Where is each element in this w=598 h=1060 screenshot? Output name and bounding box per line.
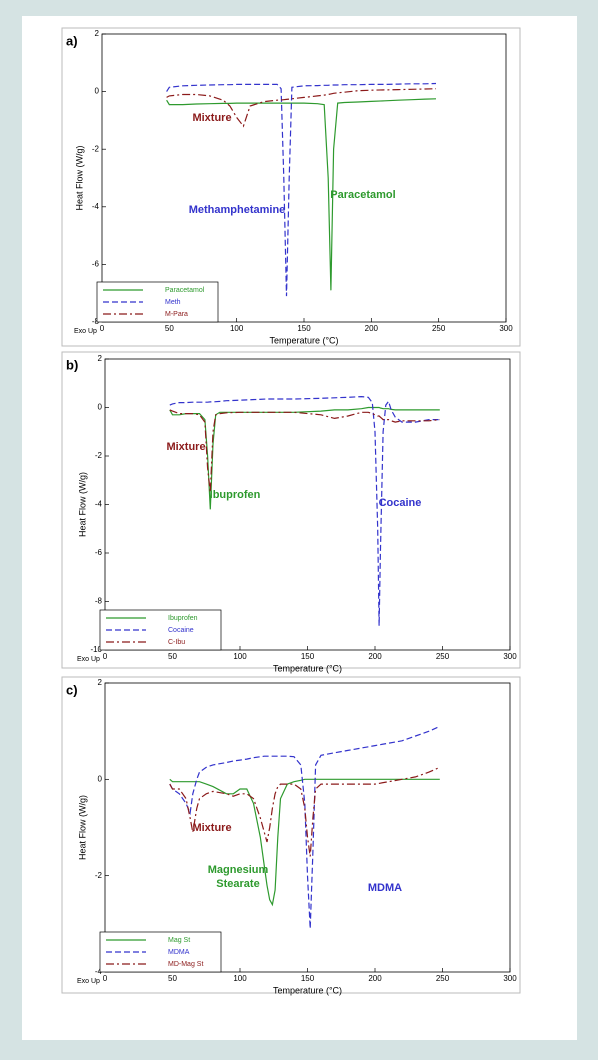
annotation: Paracetamol: [330, 189, 395, 201]
series-line: [169, 395, 440, 626]
y-tick-label: -6: [92, 260, 100, 269]
x-axis-label: Temperature (°C): [269, 335, 338, 345]
x-tick-label: 150: [301, 652, 315, 661]
x-tick-label: 50: [168, 652, 177, 661]
legend-label: Mag St: [168, 937, 190, 944]
exo-note: Exo Up: [77, 978, 100, 985]
legend-label: C-Ibu: [168, 639, 185, 646]
y-axis-label: Heat Flow (W/g): [77, 472, 87, 537]
x-tick-label: 150: [297, 324, 311, 333]
y-tick-label: -6: [95, 548, 103, 557]
x-tick-label: 300: [503, 974, 517, 983]
series-line: [169, 778, 440, 907]
legend-label: MDMA: [168, 949, 190, 956]
series-line: [166, 98, 437, 291]
series-line: [169, 409, 440, 493]
exo-note: Exo Up: [77, 656, 100, 663]
x-tick-label: 0: [103, 652, 108, 661]
legend-label: MD-Mag St: [168, 961, 203, 968]
series-line: [169, 766, 441, 857]
y-tick-label: -4: [95, 967, 103, 976]
x-tick-label: 200: [368, 974, 382, 983]
x-tick-label: 200: [365, 324, 379, 333]
y-tick-label: -4: [95, 500, 103, 509]
x-tick-label: 0: [100, 324, 105, 333]
annotation: MDMA: [368, 882, 402, 894]
legend-label: Meth: [165, 299, 181, 306]
legend-label: M-Para: [165, 311, 188, 318]
x-tick-label: 0: [103, 974, 108, 983]
x-tick-label: 150: [301, 974, 315, 983]
panel-label: c): [66, 682, 78, 697]
y-tick-label: -2: [95, 451, 103, 460]
y-tick-label: 0: [98, 403, 103, 412]
x-tick-label: 100: [230, 324, 244, 333]
annotation: Magnesium: [208, 864, 269, 876]
y-tick-label: 2: [95, 29, 100, 38]
y-axis-label: Heat Flow (W/g): [74, 145, 84, 210]
annotation: Mixture: [192, 112, 231, 124]
annotation: Mixture: [166, 441, 205, 453]
legend-label: Ibuprofen: [168, 615, 198, 622]
x-tick-label: 250: [436, 974, 450, 983]
exo-note: Exo Up: [74, 328, 97, 335]
legend-label: Cocaine: [168, 627, 194, 634]
y-tick-label: -8: [95, 597, 103, 606]
x-axis-label: Temperature (°C): [273, 663, 342, 673]
series-line: [166, 82, 437, 297]
x-tick-label: 250: [436, 652, 450, 661]
annotation: Ibuprofen: [210, 489, 261, 501]
x-tick-label: 100: [233, 974, 247, 983]
annotation: Mixture: [192, 822, 231, 834]
x-tick-label: 50: [165, 324, 174, 333]
series-line: [166, 88, 437, 128]
x-tick-label: 250: [432, 324, 446, 333]
y-tick-label: 2: [98, 678, 103, 687]
panel-label: b): [66, 357, 78, 372]
y-axis-label: Heat Flow (W/g): [77, 795, 87, 860]
y-tick-label: 2: [98, 354, 103, 363]
x-tick-label: 50: [168, 974, 177, 983]
x-tick-label: 300: [499, 324, 513, 333]
panel-label: a): [66, 33, 78, 48]
series-line: [169, 725, 441, 929]
x-axis-label: Temperature (°C): [273, 985, 342, 995]
y-tick-label: -2: [95, 871, 103, 880]
y-tick-label: -2: [92, 144, 100, 153]
annotation: Methamphetamine: [189, 204, 286, 216]
y-tick-label: 0: [95, 87, 100, 96]
annotation: Cocaine: [379, 497, 422, 509]
series-line: [169, 406, 440, 510]
y-tick-label: -8: [92, 317, 100, 326]
y-tick-label: -10: [90, 645, 102, 654]
x-tick-label: 200: [368, 652, 382, 661]
y-tick-label: -4: [92, 202, 100, 211]
x-tick-label: 100: [233, 652, 247, 661]
x-tick-label: 300: [503, 652, 517, 661]
y-tick-label: 0: [98, 774, 103, 783]
legend-label: Paracetamol: [165, 287, 205, 294]
annotation: Stearate: [216, 878, 259, 890]
